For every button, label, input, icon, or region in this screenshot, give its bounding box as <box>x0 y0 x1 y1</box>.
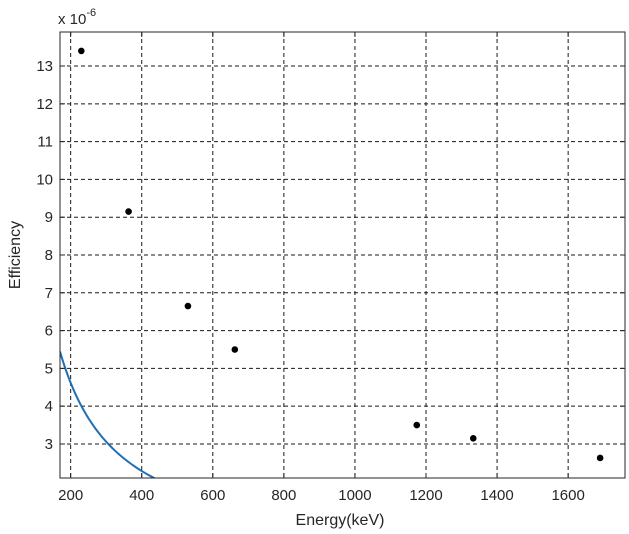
y-tick-label: 3 <box>45 436 53 453</box>
y-tick-label: 10 <box>36 171 53 188</box>
x-tick-label: 1400 <box>480 487 513 504</box>
data-point <box>469 435 477 442</box>
x-tick-label: 1000 <box>338 487 371 504</box>
data-points <box>78 47 604 462</box>
grid-lines <box>60 32 625 478</box>
y-tick-label: 12 <box>36 96 53 113</box>
y-tick-label: 5 <box>45 360 53 377</box>
data-point <box>184 302 192 310</box>
x-tick-label: 400 <box>129 487 154 504</box>
x-tick-label: 1200 <box>409 487 442 504</box>
y-tick-label: 13 <box>36 58 53 75</box>
fit-curve-layer <box>60 351 157 478</box>
x-tick-label: 200 <box>58 487 83 504</box>
x-tick-label: 600 <box>200 487 225 504</box>
y-scale-multiplier: x 10-6 <box>58 7 96 28</box>
data-point <box>78 47 85 55</box>
data-point <box>231 346 239 353</box>
x-axis-ticks: 200 400 600 800 1000 1200 1400 1600 <box>58 32 585 504</box>
data-point <box>596 454 604 462</box>
y-axis-ticks: 3 4 5 6 7 8 9 10 11 12 13 <box>36 58 625 453</box>
y-tick-label: 9 <box>45 209 53 226</box>
y-scale-prefix: x 10 <box>58 11 86 28</box>
y-tick-label: 11 <box>37 134 53 151</box>
y-scale-exponent: -6 <box>86 7 96 19</box>
data-point <box>413 421 421 429</box>
y-axis-label: Efficiency <box>7 221 24 289</box>
y-tick-label: 8 <box>45 247 53 264</box>
y-tick-label: 4 <box>45 398 53 415</box>
fit-curve-line <box>60 351 157 478</box>
x-tick-label: 1600 <box>551 487 584 504</box>
x-axis-label: Energy(keV) <box>296 512 385 529</box>
y-tick-label: 6 <box>45 323 53 340</box>
data-point <box>125 208 132 215</box>
y-tick-label: 7 <box>45 285 53 302</box>
x-tick-label: 800 <box>271 487 296 504</box>
